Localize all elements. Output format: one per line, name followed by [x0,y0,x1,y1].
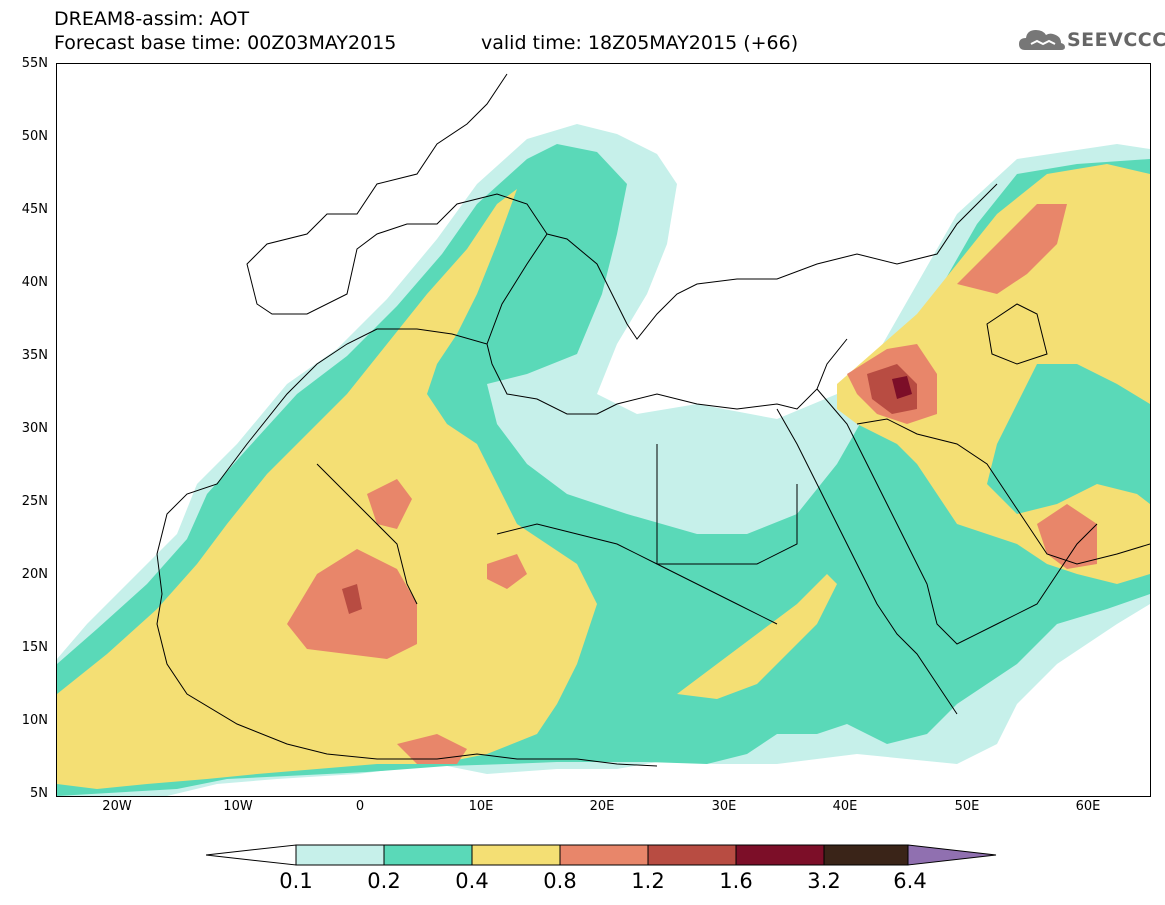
map-title: DREAM8-assim: AOT [54,8,250,30]
seevccc-logo: SEEVCCC [1017,22,1165,58]
forecast-base-time: Forecast base time: 00Z03MAY2015 [54,32,397,54]
colorbar-label: 1.6 [719,869,753,893]
logo-text: SEEVCCC [1067,29,1165,51]
lon-label: 60E [1075,799,1101,814]
lon-label: 40E [832,799,858,814]
valid-time: valid time: 18Z05MAY2015 (+66) [481,32,799,54]
lon-label: 20E [589,799,615,814]
colorbar-swatch [559,844,649,866]
aot-band-0.8-f [957,204,1067,294]
coastlines [156,73,1150,767]
lat-label: 30N [21,421,48,436]
colorbar-swatch [647,844,737,866]
colorbar-label: 0.2 [367,869,401,893]
lat-label: 25N [21,494,48,509]
colorbar-swatch [295,844,385,866]
aot-band-0.4 [57,189,597,789]
colorbar-swatch [735,844,825,866]
aot-band-0.4-east [837,164,1150,584]
map-area [56,63,1151,797]
lat-label: 15N [21,640,48,655]
lon-label: 10E [468,799,494,814]
lat-label: 55N [21,56,48,71]
lon-label: 0 [355,799,365,814]
colorbar-label: 0.1 [279,869,313,893]
colorbar-label: 0.4 [455,869,489,893]
colorbar-label: 0.8 [543,869,577,893]
lat-label: 45N [21,202,48,217]
lon-label: 20W [102,799,132,814]
lat-label: 10N [21,713,48,728]
lon-label: 30E [711,799,737,814]
colorbar-arrow-high [907,844,997,866]
aot-band-0.8-c [487,554,527,589]
colorbar-label: 3.2 [807,869,841,893]
aot-contours [57,124,1150,796]
colorbar-swatch [823,844,909,866]
aot-band-0.4-red-sea [677,574,837,699]
colorbar-arrow-low [206,844,297,866]
aot-band-1.6 [892,376,912,399]
lon-label: 10W [223,799,253,814]
colorbar-swatch [471,844,561,866]
colorbar-swatch [383,844,473,866]
colorbar-label: 1.2 [631,869,665,893]
lat-label: 40N [21,275,48,290]
lon-label: 50E [954,799,980,814]
cloud-icon [1019,30,1065,50]
aot-colorbar [206,844,997,866]
lat-label: 20N [21,567,48,582]
colorbar-label: 6.4 [893,869,927,893]
aot-map [57,73,1150,796]
aot-band-0.8-g [1037,504,1097,569]
aot-band-1.2-b [342,584,362,614]
aot-band-0.8-b [367,479,412,529]
lat-label: 50N [21,129,48,144]
aot-band-0.8-d [397,734,467,764]
lat-label: 35N [21,348,48,363]
lat-label: 5N [30,786,48,801]
